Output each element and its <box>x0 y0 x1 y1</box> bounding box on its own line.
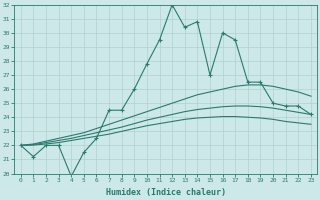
X-axis label: Humidex (Indice chaleur): Humidex (Indice chaleur) <box>106 188 226 197</box>
